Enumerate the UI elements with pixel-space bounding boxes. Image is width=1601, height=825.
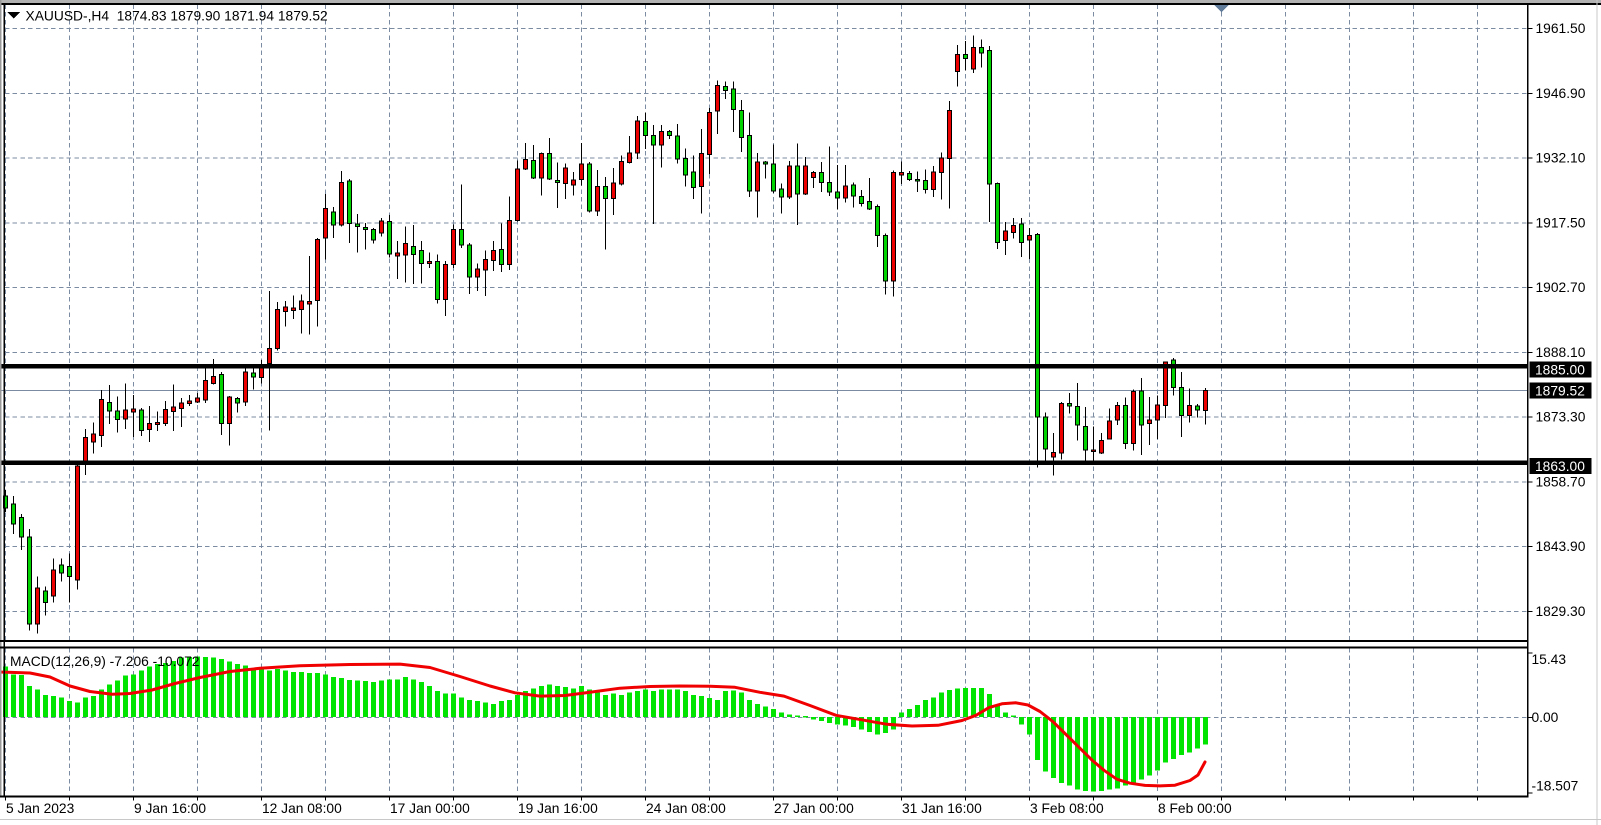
svg-text:1863.00: 1863.00 — [1535, 459, 1585, 474]
svg-text:19 Jan 16:00: 19 Jan 16:00 — [518, 801, 598, 816]
svg-text:3 Feb 08:00: 3 Feb 08:00 — [1030, 801, 1104, 816]
svg-text:1829.30: 1829.30 — [1536, 604, 1586, 619]
svg-text:17 Jan 00:00: 17 Jan 00:00 — [390, 801, 470, 816]
svg-text:1873.30: 1873.30 — [1536, 410, 1586, 425]
svg-text:1917.50: 1917.50 — [1536, 215, 1586, 230]
svg-text:0.00: 0.00 — [1532, 710, 1559, 725]
svg-text:31 Jan 16:00: 31 Jan 16:00 — [902, 801, 982, 816]
svg-text:XAUUSD-,H4 1874.83 1879.90 18: XAUUSD-,H4 1874.83 1879.90 1871.94 1879.… — [26, 9, 328, 24]
svg-text:1858.70: 1858.70 — [1536, 475, 1586, 490]
svg-text:1902.70: 1902.70 — [1536, 280, 1586, 295]
svg-text:15.43: 15.43 — [1532, 652, 1567, 667]
svg-text:1946.90: 1946.90 — [1536, 86, 1586, 101]
svg-text:27 Jan 00:00: 27 Jan 00:00 — [774, 801, 854, 816]
svg-text:-18.507: -18.507 — [1532, 779, 1579, 794]
svg-text:1843.90: 1843.90 — [1536, 539, 1586, 554]
svg-text:MACD(12,26,9) -7.206 -10.072: MACD(12,26,9) -7.206 -10.072 — [10, 654, 199, 669]
svg-text:1961.50: 1961.50 — [1536, 21, 1586, 36]
svg-text:24 Jan 08:00: 24 Jan 08:00 — [646, 801, 726, 816]
svg-text:1885.00: 1885.00 — [1535, 362, 1585, 377]
svg-text:8 Feb 00:00: 8 Feb 00:00 — [1158, 801, 1232, 816]
svg-text:1932.10: 1932.10 — [1536, 151, 1586, 166]
svg-text:5 Jan 2023: 5 Jan 2023 — [6, 801, 75, 816]
svg-text:1888.10: 1888.10 — [1536, 345, 1586, 360]
svg-text:1879.52: 1879.52 — [1535, 383, 1585, 398]
svg-text:9 Jan 16:00: 9 Jan 16:00 — [134, 801, 206, 816]
svg-text:12 Jan 08:00: 12 Jan 08:00 — [262, 801, 342, 816]
